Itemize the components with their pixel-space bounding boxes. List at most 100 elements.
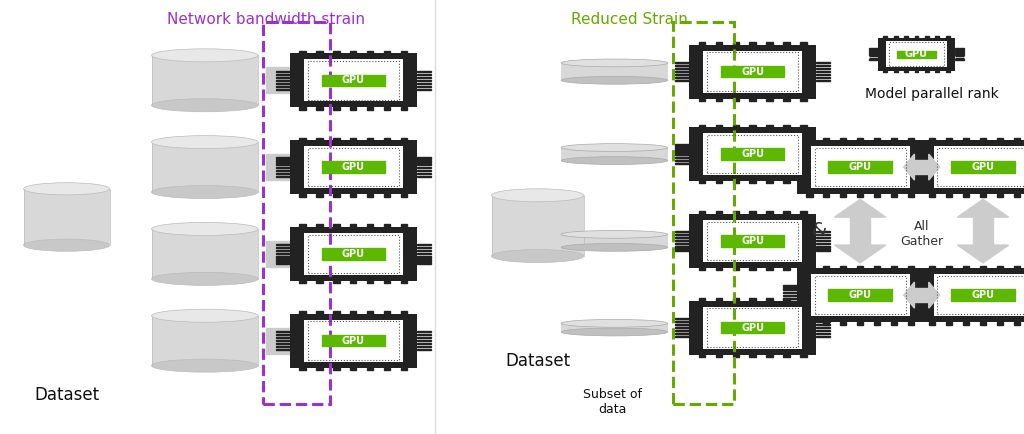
Bar [675,74,689,75]
Bar [924,176,938,177]
Bar [996,322,1004,325]
Bar [350,224,356,227]
Bar [815,148,905,186]
Bar [840,322,847,325]
Bar [766,268,773,270]
Bar [299,107,305,110]
Bar [857,322,863,325]
Bar [750,211,756,214]
Bar [275,170,290,171]
Bar [333,281,340,283]
Bar [708,309,798,347]
Bar [996,194,1004,197]
Bar [703,133,802,175]
Bar [782,298,797,299]
Bar [400,194,408,197]
Bar [673,22,734,404]
Bar [766,125,773,127]
Bar [316,194,323,197]
Polygon shape [697,226,715,256]
Bar [732,181,739,184]
Bar [308,61,398,99]
Text: All
Gather: All Gather [900,220,943,248]
Bar [417,74,431,75]
Bar [275,256,290,257]
Bar [384,107,390,110]
Bar [716,355,722,357]
Bar [857,194,863,197]
Bar [152,56,258,105]
Bar [815,276,905,314]
Bar [811,146,909,188]
Bar [925,36,929,38]
Bar [417,331,431,332]
Bar [924,292,938,293]
Bar [316,224,323,227]
Polygon shape [292,143,312,191]
Bar [152,229,258,279]
Ellipse shape [152,49,258,62]
Bar [698,268,705,270]
Bar [782,301,797,302]
Bar [782,295,797,296]
Bar [920,268,1024,322]
Polygon shape [697,312,715,343]
Bar [561,323,668,332]
Bar [333,138,340,140]
Ellipse shape [152,99,258,112]
Bar [914,36,919,38]
Bar [732,298,739,301]
Bar [946,36,949,38]
Bar [816,243,830,244]
Bar [873,266,881,268]
Bar [275,343,290,344]
Bar [322,248,385,260]
Bar [840,138,847,140]
Bar [766,181,773,184]
Ellipse shape [492,189,584,202]
Bar [801,355,807,357]
Bar [675,71,689,72]
Bar [304,320,402,362]
Bar [675,234,689,235]
Bar [1014,194,1020,197]
Bar [905,304,920,305]
Bar [891,138,897,140]
Bar [266,241,292,267]
Bar [275,337,290,338]
Bar [350,368,356,370]
Text: Dataset: Dataset [34,386,99,404]
Bar [783,99,790,101]
Bar [955,50,964,51]
Bar [716,125,722,127]
Bar [675,80,689,81]
Bar [417,167,431,168]
Bar [869,54,878,55]
Bar [873,322,881,325]
Polygon shape [292,317,312,365]
Bar [905,173,920,174]
Bar [675,318,689,319]
Bar [266,328,292,354]
Bar [828,289,892,301]
Text: GPU: GPU [972,162,994,172]
Bar [689,45,816,99]
Bar [934,146,1024,188]
Bar [708,135,798,173]
Bar [980,194,986,197]
Bar [417,89,431,90]
Bar [716,181,722,184]
Bar [955,54,964,55]
Ellipse shape [561,157,668,164]
Bar [703,220,802,262]
Bar [275,244,290,245]
Bar [316,107,323,110]
Bar [816,160,830,161]
Bar [929,138,936,140]
Bar [840,266,847,268]
Bar [750,268,756,270]
Bar [806,322,813,325]
Bar [400,224,408,227]
Bar [816,234,830,235]
Bar [816,240,830,241]
